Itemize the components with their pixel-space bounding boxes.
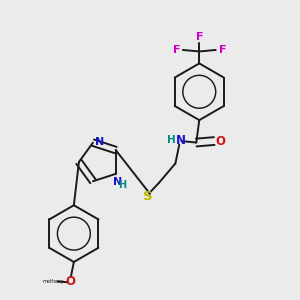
Text: O: O xyxy=(66,275,76,288)
Text: O: O xyxy=(216,134,226,148)
Text: N: N xyxy=(176,134,186,147)
Text: F: F xyxy=(172,45,180,55)
Text: N: N xyxy=(95,137,104,147)
Text: methoxy: methoxy xyxy=(42,279,64,284)
Text: H: H xyxy=(167,134,176,145)
Text: N: N xyxy=(113,177,122,187)
Text: H: H xyxy=(118,180,126,190)
Text: F: F xyxy=(218,45,226,55)
Text: F: F xyxy=(196,32,203,42)
Text: S: S xyxy=(143,190,152,203)
